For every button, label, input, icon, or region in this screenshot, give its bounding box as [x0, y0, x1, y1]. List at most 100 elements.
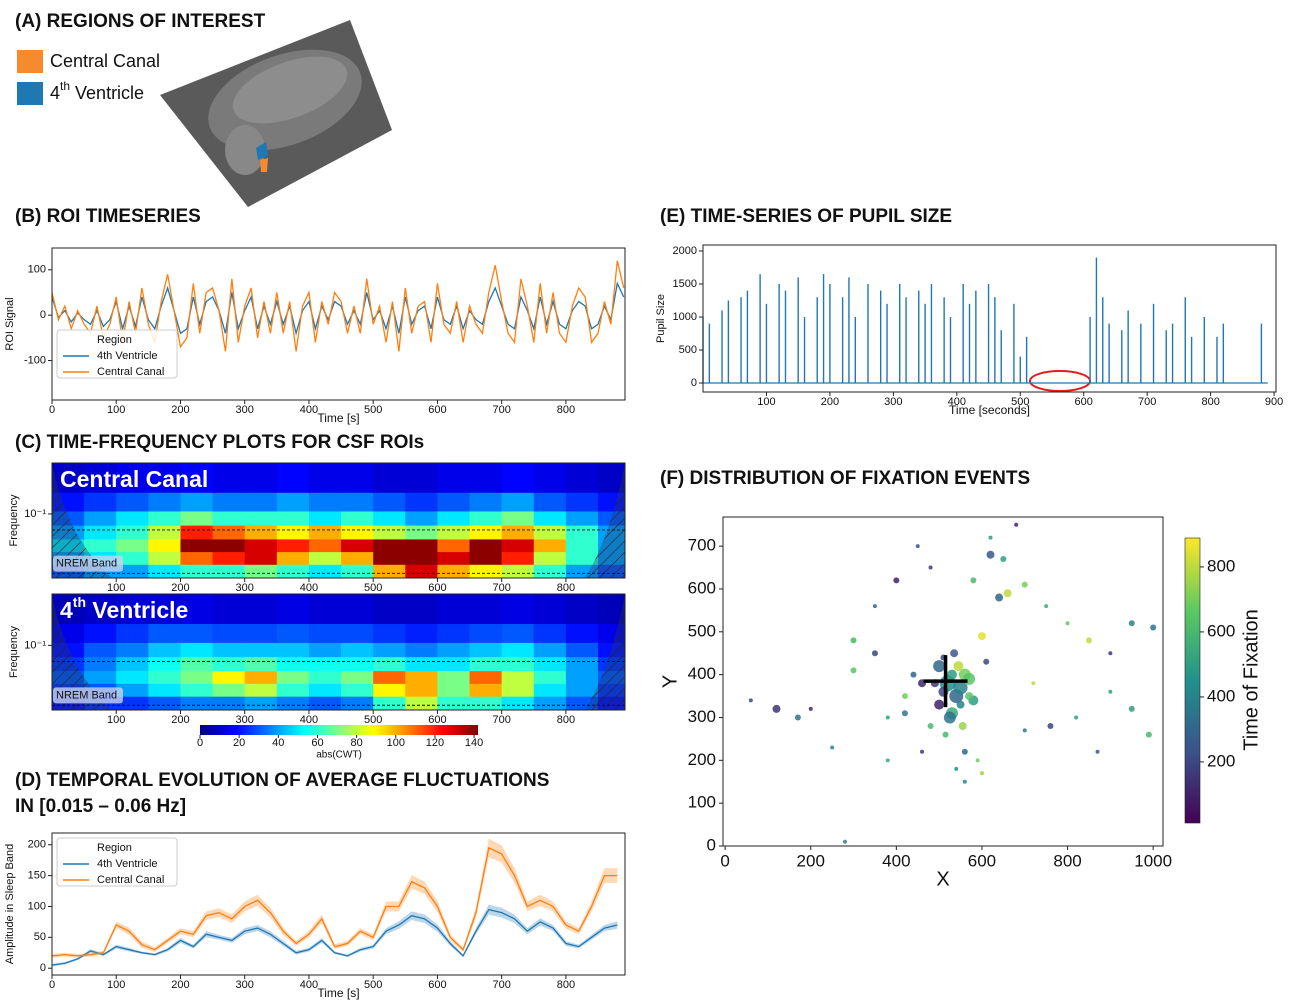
heatmap-cell	[405, 670, 438, 684]
x-tick-label: 1000	[1134, 851, 1172, 870]
y-axis-label: ROI Signal	[4, 297, 16, 350]
heatmap-cell	[405, 492, 438, 512]
heatmap-cell	[469, 642, 503, 658]
heatmap-cell	[116, 463, 149, 493]
heatmap-cell	[341, 696, 374, 711]
heatmap-cell	[373, 463, 406, 493]
heatmap-cell	[501, 463, 535, 493]
plot	[702, 257, 1268, 384]
heatmap-cell	[148, 551, 181, 565]
y-tick-label: 1500	[673, 278, 697, 290]
heatmap-cell	[308, 623, 342, 643]
heatmap-cell	[276, 564, 310, 579]
heatmap-cell	[276, 642, 310, 658]
panel-title: (A) REGIONS OF INTEREST	[15, 11, 266, 32]
x-tick-label: 500	[364, 714, 382, 726]
heatmap-cell	[308, 656, 342, 672]
scatter-point	[1065, 621, 1070, 626]
heatmap-cell	[180, 623, 214, 643]
heatmap-cell	[148, 510, 181, 526]
legend-title: Region	[97, 334, 132, 346]
heatmap-cell	[565, 538, 599, 553]
x-axis-label: Time [s]	[317, 411, 359, 425]
heatmap-cell	[212, 642, 246, 658]
heatmap-cell	[84, 670, 117, 684]
heatmap-cell	[244, 564, 278, 579]
heatmap-cell	[148, 538, 181, 553]
x-axis-label: Time [s]	[317, 986, 359, 1000]
heatmap-cell	[276, 551, 310, 565]
y-tick-label: 50	[34, 931, 46, 943]
scatter-point	[953, 661, 964, 672]
heatmap-cell	[405, 564, 438, 579]
heatmap-cell	[469, 538, 503, 553]
y-tick-label: 500	[688, 621, 716, 640]
x-tick-label: 100	[107, 404, 125, 416]
scatter-point	[915, 544, 920, 549]
heatmap-cell	[501, 492, 535, 512]
scatter-point	[1145, 731, 1152, 738]
y-tick-label: 600	[688, 578, 716, 597]
legend-label: Central Canal	[97, 366, 164, 378]
x-tick-label: 0	[49, 404, 55, 416]
heatmap-cell	[212, 551, 246, 565]
heatmap-cell	[244, 525, 278, 540]
y-tick-label: -100	[24, 354, 46, 366]
scatter-point	[1021, 581, 1028, 588]
legend-patch	[17, 82, 43, 105]
legend: Region 4th Ventricle Central Canal	[56, 837, 178, 887]
heatmap-cell	[501, 670, 535, 684]
heatmap-cell	[437, 492, 471, 512]
y-tick-label: 10⁻¹	[24, 639, 46, 651]
scatter-point	[901, 693, 908, 700]
plot-frame	[51, 593, 626, 711]
heatmap-cell	[437, 564, 471, 579]
heatmap-cell	[116, 696, 149, 711]
x-tick-label: 400	[882, 851, 910, 870]
heatmap-cell	[341, 510, 374, 526]
heatmap-cell	[212, 492, 246, 512]
heatmap-cell	[276, 510, 310, 526]
heatmap-cell	[469, 683, 503, 697]
heatmap-cell	[533, 683, 567, 697]
heatmap-cell	[501, 623, 535, 643]
heatmap-cell	[148, 696, 181, 711]
heatmap-cell	[84, 463, 117, 493]
plot	[51, 260, 625, 352]
x-tick-label: 200	[171, 404, 189, 416]
colorbar-tick-label: 600	[1207, 621, 1235, 640]
heatmap-cell	[244, 642, 278, 658]
heatmap-cell	[437, 510, 471, 526]
heatmap-cell	[276, 492, 310, 512]
title-sup: th	[73, 594, 86, 610]
heatmap-cell	[469, 656, 503, 672]
heatmap-cell	[437, 623, 471, 643]
x-tick-label: 800	[557, 714, 575, 726]
heatmap-cell	[116, 538, 149, 553]
plot-frame	[51, 462, 626, 579]
y-tick-label: 100	[688, 793, 716, 812]
heatmap-cell	[341, 492, 374, 512]
heatmap-cell	[308, 538, 342, 553]
scatter-point	[748, 698, 753, 703]
heatmap-cell	[180, 696, 214, 711]
heatmap-cell	[308, 525, 342, 540]
heatmap-cell	[276, 623, 310, 643]
x-tick-label: 500	[364, 582, 382, 594]
x-tick-label: 600	[428, 404, 446, 416]
x-tick-label: 400	[300, 582, 318, 594]
legend-label: Central Canal	[97, 874, 164, 886]
legend-label: 4th Ventricle	[97, 858, 158, 870]
x-tick-label: 200	[821, 396, 839, 408]
colorbar-tick-label: 120	[426, 737, 444, 749]
legend-box	[56, 837, 178, 887]
heatmap-cell	[148, 564, 181, 579]
heatmap-cell	[180, 463, 214, 493]
scatter-point	[995, 593, 1004, 602]
scatter-point	[953, 680, 968, 695]
heatmap-cell	[373, 670, 406, 684]
heatmap-cell	[116, 642, 149, 658]
heatmap-cell	[373, 538, 406, 553]
heatmap-cell	[373, 642, 406, 658]
x-tick-label: 400	[300, 979, 318, 991]
